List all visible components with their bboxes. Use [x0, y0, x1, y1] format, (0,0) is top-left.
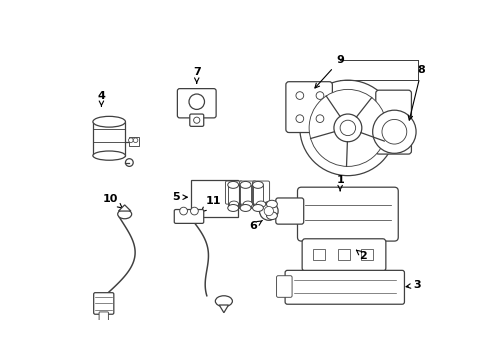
Text: 11: 11 — [201, 196, 220, 212]
FancyBboxPatch shape — [276, 276, 291, 297]
FancyBboxPatch shape — [94, 293, 114, 314]
Circle shape — [381, 120, 406, 144]
Circle shape — [189, 94, 204, 109]
Ellipse shape — [266, 200, 277, 208]
Text: 10: 10 — [103, 194, 122, 208]
FancyBboxPatch shape — [297, 187, 397, 241]
Circle shape — [372, 110, 415, 153]
Ellipse shape — [256, 201, 265, 207]
Circle shape — [308, 89, 386, 166]
Ellipse shape — [240, 181, 250, 188]
Bar — [93, 122, 125, 156]
Ellipse shape — [93, 116, 125, 127]
Ellipse shape — [243, 201, 252, 207]
Text: 6: 6 — [249, 220, 262, 231]
Ellipse shape — [266, 212, 277, 220]
FancyBboxPatch shape — [225, 181, 242, 204]
Ellipse shape — [215, 296, 232, 306]
Circle shape — [295, 115, 303, 122]
FancyBboxPatch shape — [252, 181, 269, 204]
Text: 8: 8 — [407, 65, 425, 120]
Ellipse shape — [93, 151, 125, 160]
Text: 9: 9 — [314, 55, 344, 88]
FancyBboxPatch shape — [375, 90, 410, 154]
Ellipse shape — [240, 204, 250, 211]
Circle shape — [295, 92, 303, 99]
Circle shape — [299, 80, 395, 176]
Circle shape — [128, 138, 133, 143]
FancyBboxPatch shape — [174, 210, 203, 223]
Ellipse shape — [118, 210, 131, 219]
FancyBboxPatch shape — [99, 312, 108, 321]
Circle shape — [179, 207, 187, 215]
Text: 2: 2 — [356, 250, 366, 261]
Text: 5: 5 — [172, 192, 187, 202]
Text: 3: 3 — [405, 280, 421, 290]
FancyBboxPatch shape — [285, 270, 404, 304]
FancyBboxPatch shape — [302, 239, 385, 271]
Text: 7: 7 — [192, 67, 200, 83]
FancyBboxPatch shape — [177, 89, 216, 118]
Text: 4: 4 — [97, 91, 105, 106]
FancyBboxPatch shape — [239, 181, 256, 204]
FancyBboxPatch shape — [275, 198, 303, 224]
Circle shape — [133, 138, 138, 143]
Bar — [360, 249, 373, 260]
FancyBboxPatch shape — [285, 82, 332, 132]
Bar — [337, 249, 349, 260]
Circle shape — [315, 92, 323, 99]
FancyBboxPatch shape — [189, 114, 203, 126]
Circle shape — [259, 202, 278, 220]
Ellipse shape — [227, 204, 238, 211]
Circle shape — [193, 117, 200, 123]
Ellipse shape — [252, 204, 263, 211]
Polygon shape — [118, 205, 131, 211]
Circle shape — [333, 114, 361, 142]
Ellipse shape — [229, 201, 238, 207]
Polygon shape — [219, 305, 228, 313]
Ellipse shape — [227, 181, 238, 188]
Circle shape — [315, 115, 323, 122]
Bar — [191, 180, 237, 217]
Circle shape — [340, 120, 355, 136]
Text: 1: 1 — [336, 175, 343, 191]
Ellipse shape — [125, 159, 133, 166]
Circle shape — [264, 206, 273, 216]
Bar — [312, 249, 325, 260]
Ellipse shape — [252, 181, 263, 188]
Circle shape — [190, 207, 198, 215]
Bar — [128, 137, 139, 147]
